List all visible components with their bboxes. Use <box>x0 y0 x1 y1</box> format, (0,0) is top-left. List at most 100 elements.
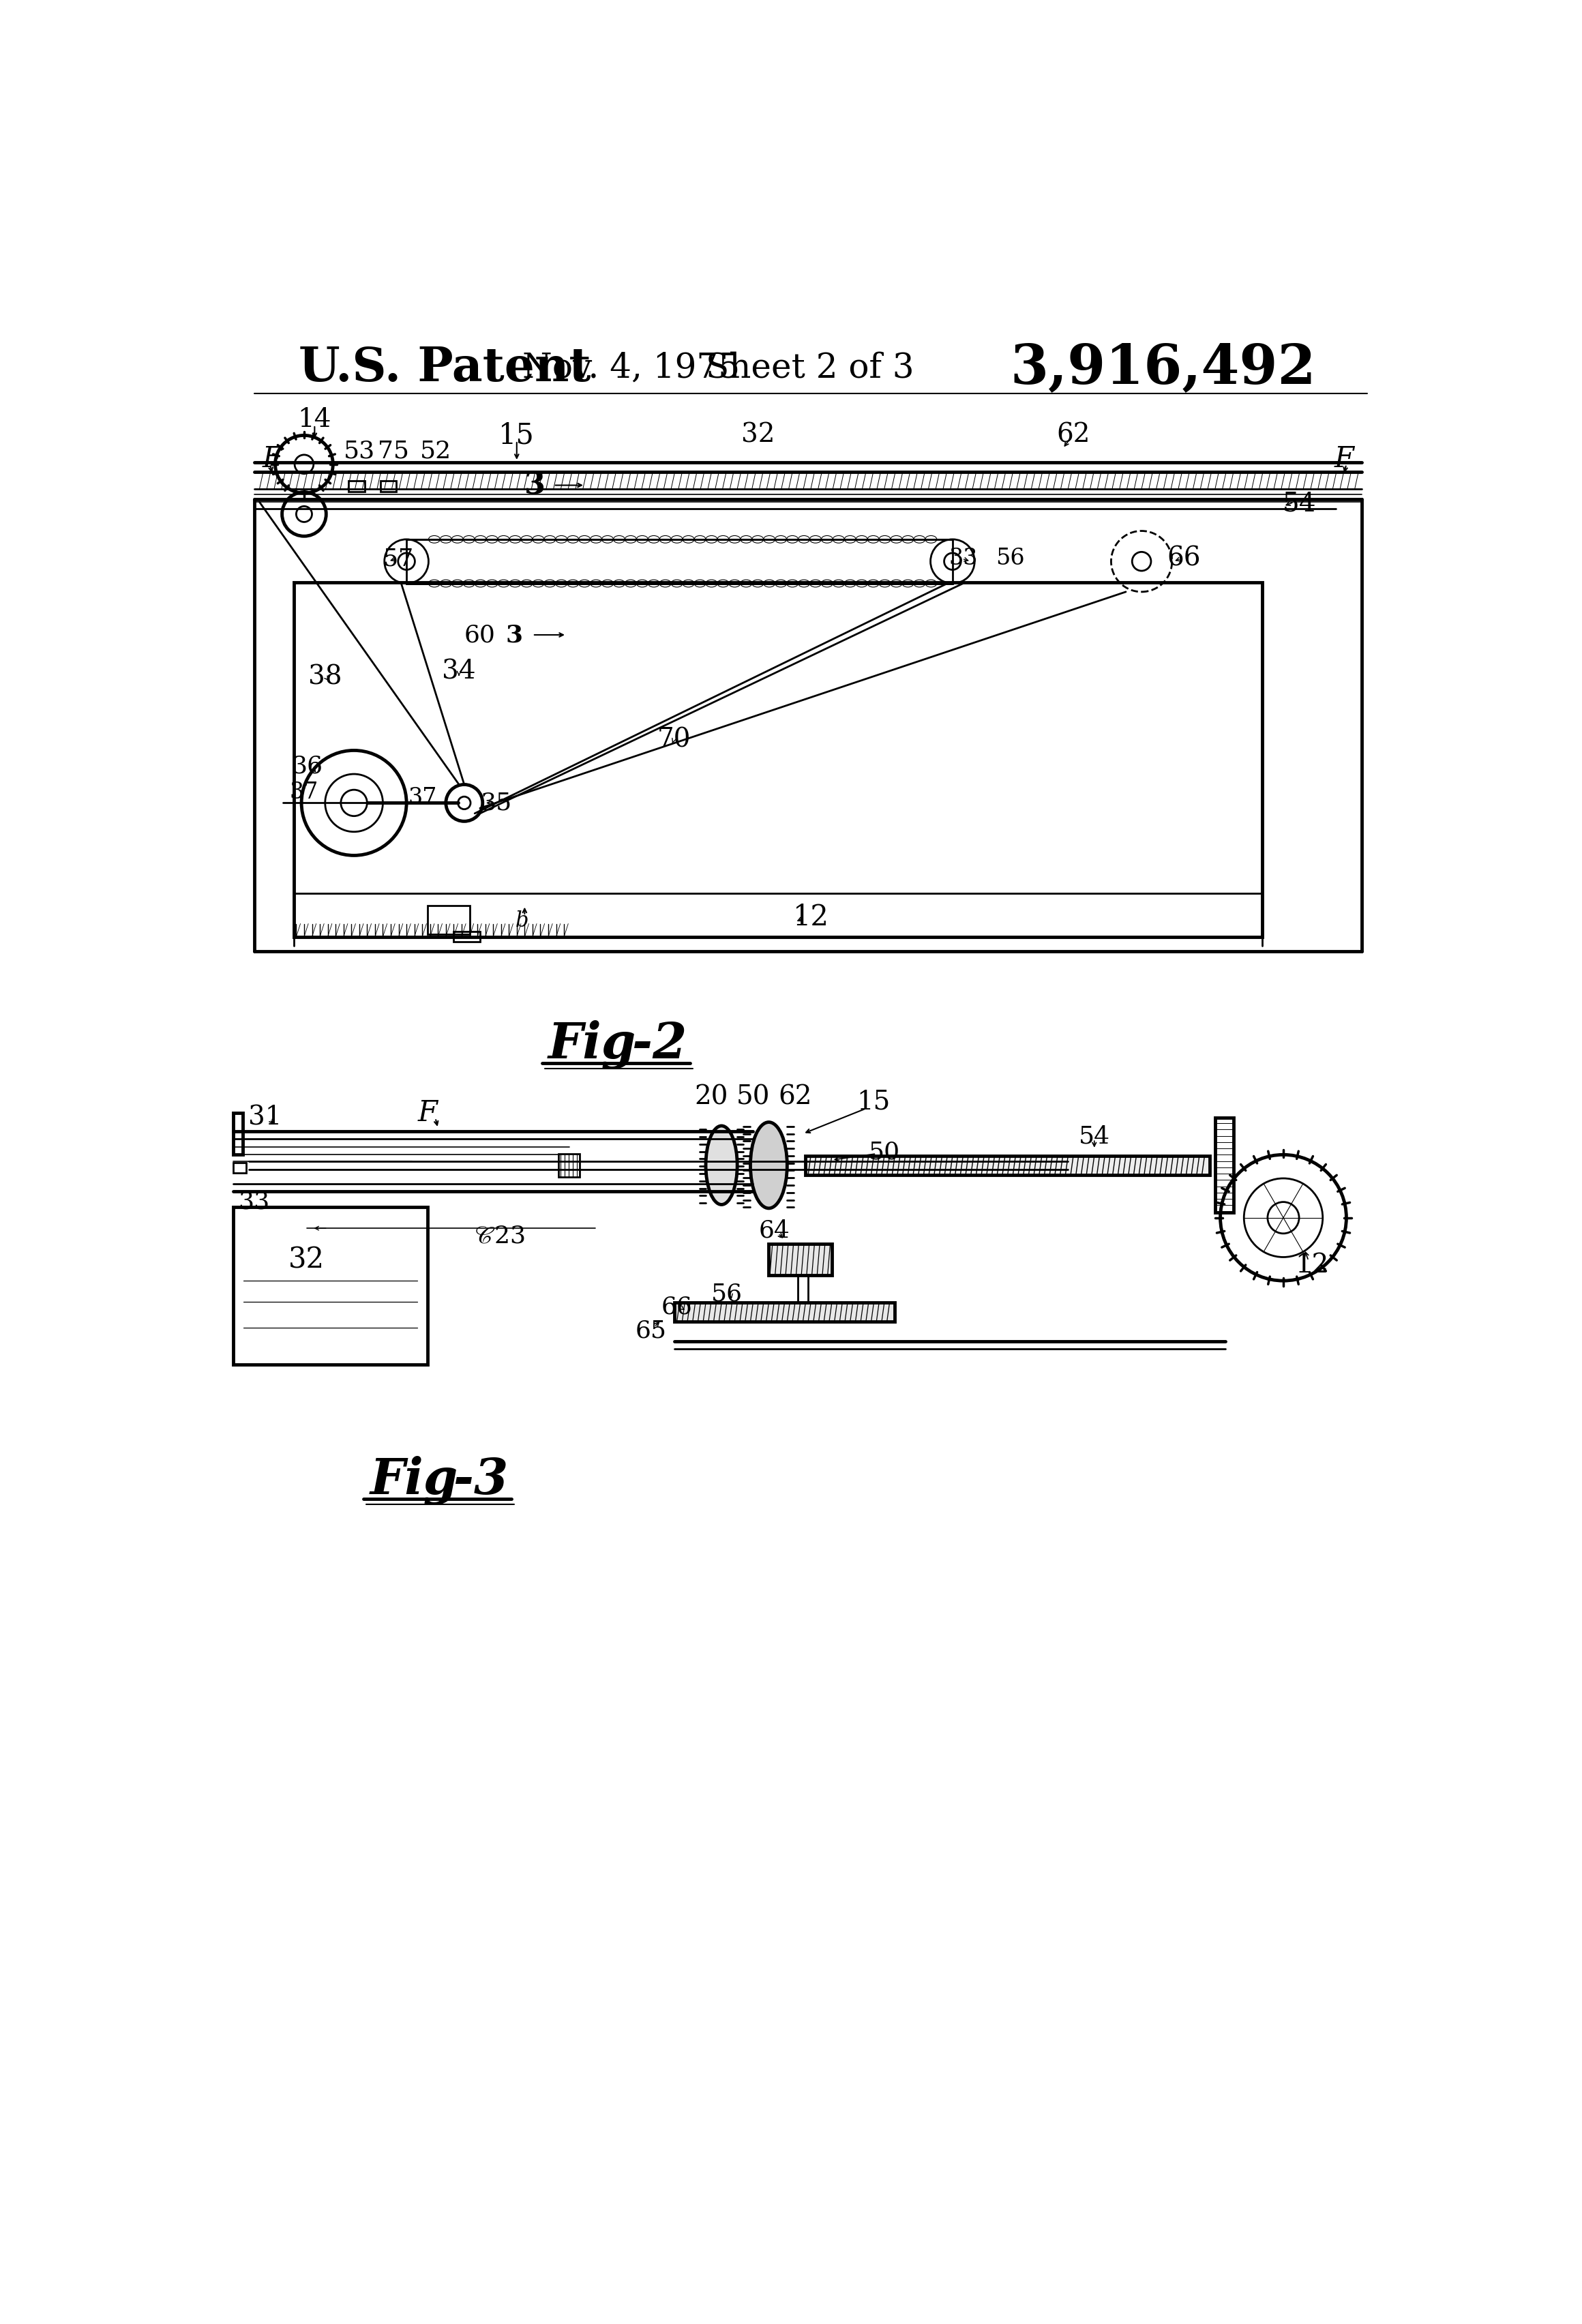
Ellipse shape <box>751 579 764 588</box>
Text: 3,916,492: 3,916,492 <box>1011 342 1316 395</box>
Text: 66: 66 <box>661 1294 693 1318</box>
Ellipse shape <box>750 1122 788 1208</box>
Text: 75: 75 <box>378 439 410 462</box>
Ellipse shape <box>706 1125 737 1204</box>
Bar <box>233 1162 247 1174</box>
Ellipse shape <box>810 535 821 544</box>
Ellipse shape <box>729 579 740 588</box>
Ellipse shape <box>520 535 533 544</box>
Ellipse shape <box>925 579 937 588</box>
Text: b: b <box>516 911 528 932</box>
Ellipse shape <box>914 579 925 588</box>
Bar <box>407 539 952 583</box>
Text: 32: 32 <box>288 1246 324 1274</box>
Text: -2: -2 <box>633 1020 687 1069</box>
Ellipse shape <box>880 579 891 588</box>
Ellipse shape <box>821 579 832 588</box>
Ellipse shape <box>775 579 786 588</box>
Ellipse shape <box>649 579 660 588</box>
Ellipse shape <box>925 535 937 544</box>
Ellipse shape <box>671 579 683 588</box>
Bar <box>1215 1118 1234 1213</box>
Ellipse shape <box>475 535 486 544</box>
Text: 57: 57 <box>383 546 413 569</box>
Text: 32: 32 <box>742 423 775 449</box>
Ellipse shape <box>544 579 555 588</box>
Ellipse shape <box>498 579 509 588</box>
Ellipse shape <box>614 579 625 588</box>
Ellipse shape <box>786 535 799 544</box>
Ellipse shape <box>451 579 464 588</box>
Text: Nov. 4, 1975: Nov. 4, 1975 <box>522 351 740 386</box>
Ellipse shape <box>867 535 880 544</box>
Text: 62: 62 <box>778 1085 812 1109</box>
Text: 53: 53 <box>343 439 375 462</box>
Ellipse shape <box>566 579 579 588</box>
Ellipse shape <box>683 579 694 588</box>
Text: U.S. Patent: U.S. Patent <box>299 346 592 390</box>
Ellipse shape <box>509 535 520 544</box>
Ellipse shape <box>475 579 486 588</box>
Ellipse shape <box>614 535 625 544</box>
Ellipse shape <box>706 579 717 588</box>
Ellipse shape <box>902 535 914 544</box>
Text: Fig: Fig <box>370 1455 457 1506</box>
Ellipse shape <box>694 579 706 588</box>
Ellipse shape <box>740 579 751 588</box>
Text: 54: 54 <box>1079 1125 1111 1148</box>
Ellipse shape <box>799 579 810 588</box>
Ellipse shape <box>902 579 914 588</box>
Text: 50: 50 <box>736 1085 770 1109</box>
Text: 70: 70 <box>658 727 691 753</box>
Text: 12: 12 <box>1296 1253 1329 1278</box>
Text: 15: 15 <box>498 421 535 449</box>
Text: 3: 3 <box>525 469 546 500</box>
Text: 60: 60 <box>465 623 495 646</box>
Bar <box>805 1155 1210 1174</box>
Text: 56: 56 <box>710 1283 742 1306</box>
Text: F: F <box>1335 444 1354 474</box>
Text: 52: 52 <box>419 439 451 462</box>
Text: 31: 31 <box>248 1106 282 1129</box>
Ellipse shape <box>660 535 671 544</box>
Text: 14: 14 <box>297 407 332 432</box>
Text: 37: 37 <box>290 781 318 804</box>
Text: 56: 56 <box>995 548 1025 569</box>
Text: Sheet 2 of 3: Sheet 2 of 3 <box>706 351 914 386</box>
Text: 20: 20 <box>694 1085 728 1109</box>
Ellipse shape <box>498 535 509 544</box>
Text: -3: -3 <box>454 1457 508 1504</box>
Ellipse shape <box>451 535 464 544</box>
Ellipse shape <box>486 579 498 588</box>
Ellipse shape <box>509 579 520 588</box>
Ellipse shape <box>717 535 729 544</box>
Bar <box>348 481 364 493</box>
Ellipse shape <box>555 579 568 588</box>
Ellipse shape <box>566 535 579 544</box>
Ellipse shape <box>914 535 925 544</box>
Ellipse shape <box>440 535 451 544</box>
Ellipse shape <box>649 535 660 544</box>
Ellipse shape <box>717 579 729 588</box>
Ellipse shape <box>590 579 601 588</box>
Ellipse shape <box>464 535 475 544</box>
Bar <box>233 1206 427 1364</box>
Ellipse shape <box>845 535 856 544</box>
Bar <box>380 481 395 493</box>
Text: 64: 64 <box>758 1220 789 1243</box>
Ellipse shape <box>636 535 649 544</box>
Text: $\mathsf{\mathscr{C}}$23: $\mathsf{\mathscr{C}}$23 <box>475 1225 525 1248</box>
Text: F: F <box>263 444 282 474</box>
Ellipse shape <box>671 535 683 544</box>
Text: F: F <box>418 1099 437 1127</box>
Ellipse shape <box>764 535 775 544</box>
Bar <box>454 932 479 941</box>
Ellipse shape <box>764 579 775 588</box>
Ellipse shape <box>486 535 498 544</box>
Ellipse shape <box>579 579 590 588</box>
Text: 34: 34 <box>441 660 476 683</box>
Ellipse shape <box>821 535 832 544</box>
Ellipse shape <box>845 579 856 588</box>
Bar <box>294 583 1262 937</box>
Ellipse shape <box>729 535 740 544</box>
